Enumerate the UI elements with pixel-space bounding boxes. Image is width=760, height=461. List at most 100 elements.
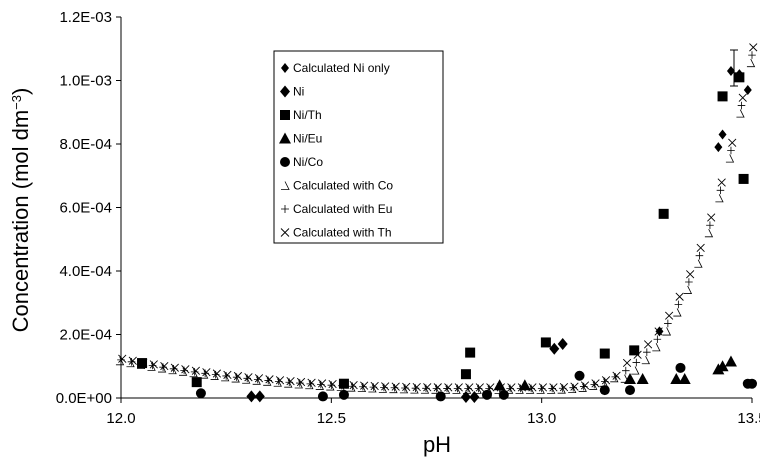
curve-point-cross bbox=[570, 382, 579, 391]
curve-point-plus bbox=[727, 146, 735, 155]
data-point-circle bbox=[481, 389, 492, 400]
curve-point-cross bbox=[328, 379, 337, 389]
legend-label: Ni/Th bbox=[293, 108, 322, 122]
curve-point-cross bbox=[507, 383, 516, 392]
y-tick-label: 0.0E+00 bbox=[56, 390, 112, 407]
curve-point-cross bbox=[128, 356, 137, 365]
curve-point-cross bbox=[370, 381, 379, 391]
curve-point-open-triangle bbox=[652, 343, 661, 352]
curve-point-cross bbox=[423, 383, 432, 392]
curve-point-cross bbox=[433, 383, 442, 392]
data-point-diamond-small bbox=[718, 129, 727, 140]
y-axis-title-close: ) bbox=[8, 88, 33, 95]
legend-label: Ni/Eu bbox=[293, 132, 322, 146]
data-point-circle bbox=[317, 391, 328, 402]
data-point-circle bbox=[195, 388, 206, 399]
curve-point-cross bbox=[307, 378, 316, 387]
curve-point-cross bbox=[444, 383, 453, 392]
data-point-circle bbox=[747, 378, 757, 389]
data-point-triangle bbox=[636, 372, 649, 384]
curve-point-cross bbox=[412, 382, 421, 392]
curve-point-cross bbox=[118, 354, 127, 363]
data-point-triangle bbox=[493, 379, 506, 391]
data-point-diamond bbox=[549, 342, 560, 355]
data-point-square bbox=[540, 337, 551, 348]
curve-point-plus bbox=[653, 335, 662, 344]
curve-point-open-triangle bbox=[641, 355, 651, 365]
curve-point-cross bbox=[181, 365, 190, 374]
curve-point-cross bbox=[686, 270, 695, 279]
curve-point-cross bbox=[696, 243, 705, 253]
curve-point-cross bbox=[465, 383, 474, 392]
y-tick-label: 1.0E-03 bbox=[59, 73, 112, 90]
curve-point-cross bbox=[622, 358, 632, 368]
curve-point-cross bbox=[591, 379, 600, 388]
data-point-square bbox=[734, 72, 745, 83]
data-point-triangle bbox=[724, 355, 737, 367]
curve-point-cross bbox=[675, 292, 684, 301]
legend-marker-plus bbox=[281, 205, 289, 213]
curve-point-cross bbox=[244, 373, 253, 382]
error-bar bbox=[730, 49, 738, 87]
curve-point-cross bbox=[349, 381, 358, 390]
legend-marker-diamond bbox=[280, 85, 290, 98]
data-point-circle bbox=[625, 385, 636, 396]
curve-point-open-triangle bbox=[683, 285, 693, 294]
data-point-circle bbox=[498, 389, 509, 400]
curve-point-open-triangle bbox=[662, 327, 672, 336]
curve-point-cross bbox=[223, 370, 232, 379]
legend-label: Calculated with Eu bbox=[293, 202, 392, 216]
data-point-circle bbox=[338, 389, 349, 400]
curve-point-cross bbox=[665, 311, 674, 320]
x-axis-title: pH bbox=[423, 432, 451, 457]
curve-point-plus bbox=[716, 186, 725, 195]
legend-marker-square bbox=[280, 110, 290, 120]
curve-point-cross bbox=[360, 381, 369, 390]
data-point-square bbox=[338, 378, 349, 389]
data-point-diamond bbox=[469, 391, 480, 404]
curve-point-plus bbox=[706, 221, 714, 230]
curve-point-cross bbox=[643, 340, 653, 349]
curve-point-plus bbox=[685, 278, 693, 286]
data-point-square bbox=[629, 345, 640, 356]
curve-point-open-triangle bbox=[704, 229, 714, 238]
curve-point-cross bbox=[549, 383, 558, 392]
curve-point-cross bbox=[749, 43, 758, 52]
curve-point-open-triangle bbox=[631, 366, 640, 375]
y-axis-title-sup: −3 bbox=[9, 95, 24, 110]
legend-label: Calculated with Th bbox=[293, 226, 392, 240]
data-point-diamond-small bbox=[743, 85, 752, 96]
data-point-triangle bbox=[678, 372, 691, 384]
curve-point-open-triangle bbox=[673, 308, 682, 317]
curve-point-cross bbox=[559, 383, 569, 392]
curve-point-cross bbox=[296, 377, 306, 387]
data-point-square bbox=[717, 91, 728, 102]
curve-point-cross bbox=[707, 213, 716, 222]
y-axis-title-main: Concentration (mol dm bbox=[8, 110, 33, 333]
x-tick-label: 12.5 bbox=[317, 410, 346, 427]
data-point-diamond-small bbox=[726, 65, 735, 76]
data-point-diamond bbox=[246, 390, 257, 403]
curve-point-open-triangle bbox=[694, 259, 703, 268]
x-axis-ticks: 12.0 12.5 13.0 13.5 bbox=[106, 398, 760, 427]
data-point-square bbox=[738, 173, 749, 184]
plot-area: 0.0E+00 2.0E-04 4.0E-04 6.0E-04 8.0E-04 1.0E-… bbox=[56, 9, 760, 427]
curve-point-cross bbox=[738, 93, 747, 102]
data-point-circle bbox=[599, 385, 610, 396]
curve-point-cross bbox=[317, 379, 327, 388]
legend-label: Ni bbox=[293, 85, 304, 99]
y-axis-ticks: 0.0E+00 2.0E-04 4.0E-04 6.0E-04 8.0E-04 1.0E-… bbox=[56, 9, 121, 407]
data-point-square bbox=[460, 369, 471, 380]
data-points bbox=[137, 65, 757, 404]
data-point-square bbox=[658, 208, 669, 219]
data-point-diamond bbox=[557, 338, 568, 351]
curve-point-cross bbox=[149, 360, 158, 369]
curve-point-cross bbox=[381, 382, 390, 391]
data-point-square bbox=[465, 347, 476, 358]
curve-point-plus bbox=[748, 51, 756, 59]
curve-point-cross bbox=[191, 366, 200, 375]
curve-point-cross bbox=[580, 381, 590, 390]
curve-point-plus bbox=[674, 300, 683, 309]
x-tick-label: 13.0 bbox=[527, 410, 556, 427]
